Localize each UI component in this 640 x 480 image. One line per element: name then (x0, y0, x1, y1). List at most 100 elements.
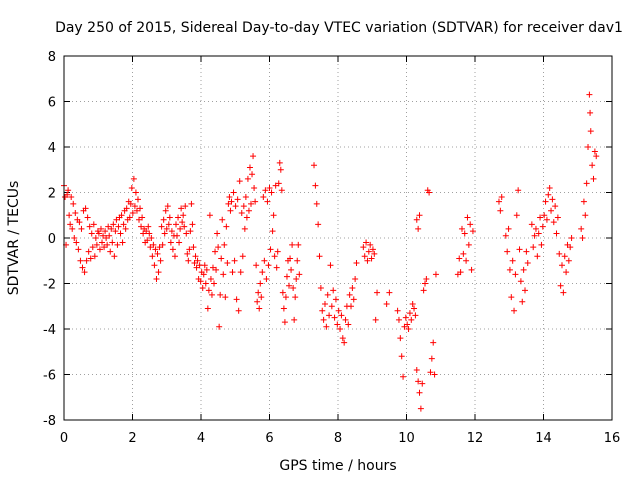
data-point (319, 307, 326, 314)
data-point (238, 209, 245, 216)
data-point (233, 296, 240, 303)
data-point (287, 255, 294, 262)
x-tick-label: 12 (467, 431, 484, 446)
data-point (164, 203, 171, 210)
data-point (512, 271, 519, 278)
data-point (271, 253, 278, 260)
data-point (509, 257, 516, 264)
data-point (587, 109, 594, 116)
data-point (567, 244, 574, 251)
data-point (528, 221, 535, 228)
data-point (138, 223, 145, 230)
data-point (190, 244, 197, 251)
data-point (274, 248, 281, 255)
data-point (431, 371, 438, 378)
data-point (580, 198, 587, 205)
data-point (239, 253, 246, 260)
data-point (245, 207, 252, 214)
data-point (545, 191, 552, 198)
data-point (397, 335, 404, 342)
data-point (587, 128, 594, 135)
data-point (266, 184, 273, 191)
data-point (67, 221, 74, 228)
data-point (321, 300, 328, 307)
data-point (230, 189, 237, 196)
data-point (194, 257, 201, 264)
data-point (278, 187, 285, 194)
data-point (542, 198, 549, 205)
data-point (256, 305, 263, 312)
data-point (586, 91, 593, 98)
y-tick-label: -2 (43, 278, 56, 293)
data-point (363, 239, 370, 246)
data-point (244, 175, 251, 182)
data-point (345, 321, 352, 328)
data-point (83, 257, 90, 264)
data-point (201, 262, 208, 269)
data-point (110, 221, 117, 228)
y-tick-label: 6 (48, 96, 56, 111)
data-point (65, 187, 72, 194)
data-point (460, 250, 467, 257)
data-point (150, 241, 157, 248)
data-point (338, 312, 345, 319)
data-point (193, 264, 200, 271)
data-point (90, 221, 97, 228)
data-point (412, 312, 419, 319)
data-point (258, 294, 265, 301)
data-point (188, 200, 195, 207)
data-point (395, 316, 402, 323)
data-point (251, 184, 258, 191)
data-point (265, 262, 272, 269)
data-point (337, 326, 344, 332)
data-point (558, 262, 565, 269)
data-point (151, 262, 158, 269)
data-point (212, 248, 219, 255)
data-point (158, 223, 165, 230)
data-point (78, 225, 85, 232)
data-point (162, 207, 169, 214)
data-point (217, 291, 224, 298)
data-point (189, 221, 196, 228)
data-point (420, 287, 427, 294)
data-point (531, 232, 538, 239)
data-point (248, 200, 255, 207)
data-point (334, 321, 341, 328)
data-point (181, 223, 188, 230)
data-point (369, 246, 376, 253)
data-point (97, 225, 104, 232)
data-point (593, 153, 600, 160)
y-tick-label: 8 (48, 50, 56, 65)
data-point (268, 189, 275, 196)
data-point (123, 205, 130, 212)
data-point (111, 253, 118, 260)
data-point (172, 221, 179, 228)
data-point (324, 291, 331, 298)
data-point (88, 230, 95, 237)
data-point (583, 180, 590, 187)
data-point (416, 212, 423, 219)
data-point (84, 214, 91, 221)
data-point (154, 250, 161, 257)
data-point (427, 369, 434, 376)
data-point (331, 314, 338, 321)
data-point (183, 230, 190, 237)
data-point (522, 287, 529, 294)
data-point (367, 241, 374, 248)
data-point (103, 235, 110, 241)
data-point (313, 200, 320, 207)
data-point (534, 253, 541, 260)
data-point (541, 212, 548, 219)
data-point (296, 271, 303, 278)
data-point (272, 182, 279, 189)
data-point (497, 207, 504, 214)
data-point (365, 248, 372, 255)
data-point (70, 200, 77, 207)
y-tick-label: 0 (48, 232, 56, 247)
data-point (196, 262, 203, 269)
data-point (149, 253, 156, 260)
data-point (203, 266, 210, 273)
data-point (184, 250, 191, 257)
data-point (205, 287, 212, 294)
data-point (320, 316, 327, 323)
